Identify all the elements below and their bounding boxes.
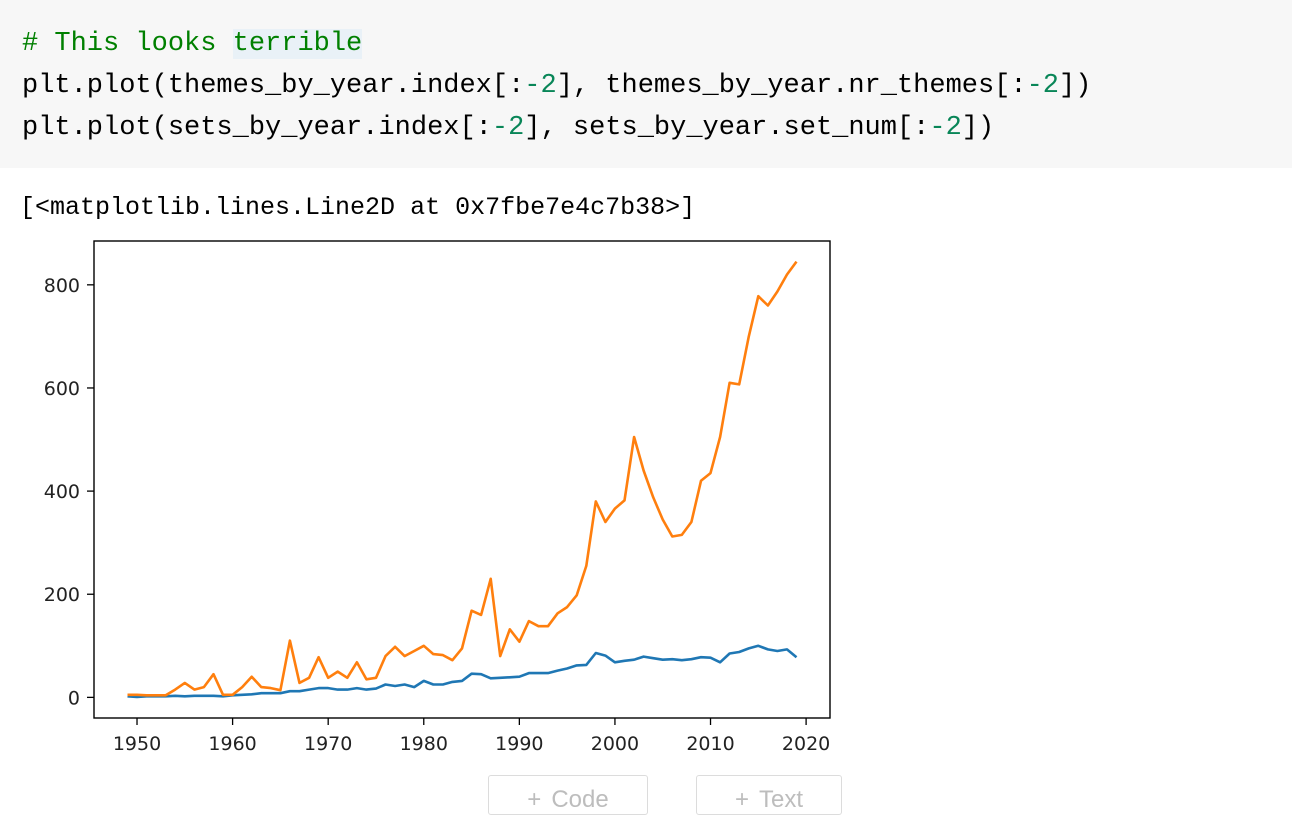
x-tick-label: 1990 [495, 733, 543, 755]
y-tick-label: 800 [44, 275, 80, 297]
series-line-2 [127, 260, 798, 697]
x-tick-label: 2020 [782, 733, 830, 755]
x-tick-label: 2000 [591, 733, 639, 755]
series-line-1 [127, 644, 798, 699]
cell-output-text: [<matplotlib.lines.Line2D at 0x7fbe7e4c7… [20, 193, 696, 222]
y-tick-label: 0 [68, 687, 80, 709]
add-text-label: Text [759, 786, 804, 813]
plus-icon: + [527, 786, 542, 813]
code-line-3: plt.plot(sets_by_year.index[:-2], sets_b… [22, 112, 994, 144]
code-line-2: plt.plot(themes_by_year.index[:-2], them… [22, 70, 1091, 102]
code-token: plt.plot(sets_by_year.index[: [22, 113, 492, 143]
plot-frame [93, 240, 831, 719]
code-token: plt.plot(themes_by_year.index[: [22, 71, 525, 101]
code-token: ]) [1059, 71, 1092, 101]
code-number: -2 [1026, 71, 1059, 101]
code-line-comment: # This looks terrible [22, 28, 363, 60]
comment-text: This looks terrible [54, 29, 363, 59]
code-number: -2 [929, 113, 962, 143]
x-tick-label: 2010 [686, 733, 734, 755]
y-tick-label: 400 [44, 481, 80, 503]
add-code-button[interactable]: + Code [488, 775, 648, 815]
code-token: ], sets_by_year.set_num[: [524, 113, 930, 143]
x-tick-label: 1970 [304, 733, 352, 755]
add-code-label: Code [551, 786, 609, 813]
y-tick-label: 200 [44, 584, 80, 606]
y-tick-label: 600 [44, 378, 80, 400]
code-number: -2 [491, 113, 525, 143]
code-token: ], themes_by_year.nr_themes[: [556, 71, 1027, 101]
x-tick-label: 1950 [113, 733, 161, 755]
x-tick-label: 1980 [400, 733, 448, 755]
line-chart: 1950 1960 1970 1980 1990 2000 2010 2020 0 200 400 6… [44, 240, 831, 755]
add-text-button[interactable]: + Text [696, 775, 842, 815]
code-cell[interactable]: # This looks terrible plt.plot(themes_by… [0, 0, 1292, 168]
x-tick-label: 1960 [208, 733, 256, 755]
code-comment: # This looks terrible [22, 29, 363, 59]
code-number: -2 [524, 71, 557, 101]
code-token: ]) [961, 113, 995, 143]
plus-icon: + [734, 786, 749, 813]
comment-highlight: terrible [232, 29, 363, 59]
